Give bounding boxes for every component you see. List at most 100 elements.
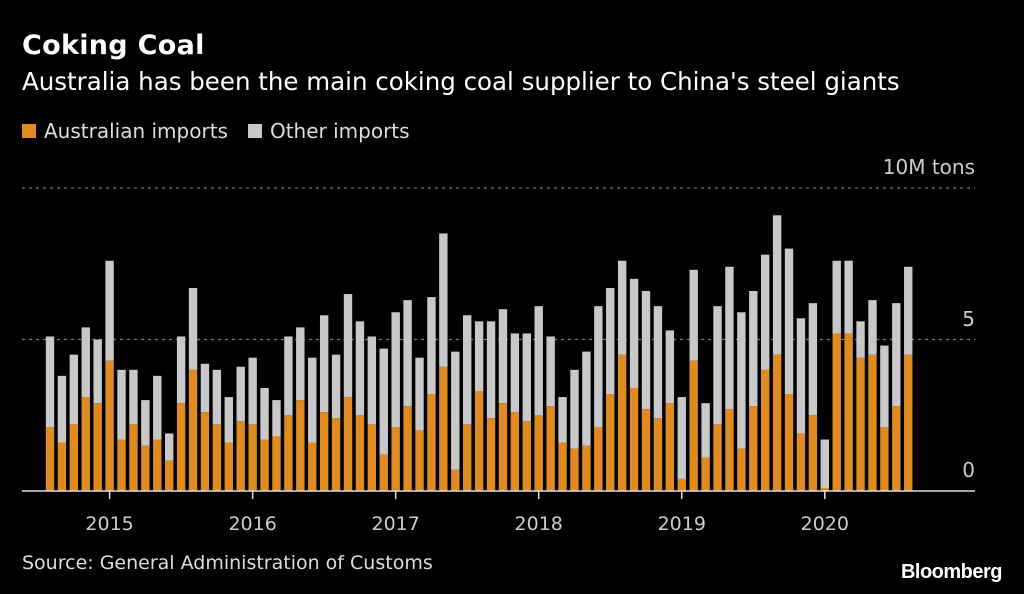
bar-australian: [761, 369, 770, 491]
bar-australian: [224, 442, 233, 491]
legend-label-australian: Australian imports: [44, 119, 228, 143]
bar-australian: [498, 403, 508, 491]
bar-other: [69, 354, 79, 425]
bar-australian: [284, 415, 293, 491]
bar-other: [713, 306, 722, 425]
bar-australian: [606, 394, 615, 491]
bar-other: [463, 315, 472, 425]
bar-australian: [594, 427, 603, 491]
bar-australian: [546, 406, 555, 491]
bar-other: [749, 291, 758, 407]
bar-australian: [558, 442, 567, 491]
bar-australian: [534, 415, 543, 491]
bar-other: [236, 366, 245, 422]
bar-australian: [892, 406, 901, 491]
bar-australian: [689, 360, 698, 491]
x-tick-label: 2019: [658, 513, 706, 535]
bar-other: [308, 357, 317, 443]
bar-australian: [343, 397, 353, 491]
bar-other: [522, 333, 531, 422]
bar-australian: [427, 394, 436, 491]
chart-title: Coking Coal: [22, 30, 205, 61]
bar-other: [403, 300, 412, 407]
bar-other: [832, 260, 841, 334]
bar-australian: [856, 357, 865, 491]
bar-other: [880, 345, 889, 428]
bar-other: [248, 357, 257, 425]
bar-other: [165, 433, 174, 461]
bar-other: [546, 336, 555, 407]
bar-australian: [772, 354, 782, 491]
bar-australian: [784, 394, 794, 491]
bar-other: [474, 321, 484, 392]
bar-other: [534, 306, 543, 416]
bar-australian: [69, 424, 79, 491]
bar-other: [200, 363, 210, 413]
bar-other: [81, 327, 90, 398]
bar-australian: [415, 430, 424, 491]
bar-other: [379, 348, 388, 455]
bar-australian: [820, 487, 829, 491]
bar-australian: [355, 415, 365, 491]
bar-australian: [582, 445, 591, 491]
source-note: Source: General Administration of Custom…: [22, 552, 433, 574]
bar-australian: [844, 333, 853, 491]
bar-other: [689, 269, 698, 361]
bar-other: [653, 306, 663, 419]
bar-australian: [236, 421, 245, 491]
y-tick-0: 0: [962, 458, 975, 482]
bar-other: [772, 215, 782, 355]
legend-item-other: Other imports: [247, 119, 410, 143]
bar-other: [904, 266, 913, 355]
bar-australian: [379, 454, 388, 491]
bar-australian: [165, 460, 174, 491]
bar-australian: [391, 427, 400, 491]
bar-australian: [45, 427, 55, 491]
bar-other: [892, 303, 901, 407]
bar-australian: [725, 409, 734, 491]
bloomberg-logo: Bloomberg: [900, 561, 1003, 583]
bar-other: [355, 321, 365, 416]
bar-other: [486, 321, 496, 419]
bar-australian: [880, 427, 889, 491]
bar-australian: [570, 448, 579, 491]
bar-australian: [81, 397, 90, 491]
bar-australian: [272, 436, 281, 491]
bar-australian: [522, 421, 531, 491]
bar-australian: [737, 448, 746, 491]
chart-subtitle: Australia has been the main coking coal …: [22, 67, 900, 96]
legend-item-australian: Australian imports: [22, 119, 228, 143]
bar-other: [260, 387, 269, 440]
x-tick-label: 2017: [372, 513, 420, 535]
bar-australian: [367, 424, 377, 491]
bar-other: [761, 254, 770, 370]
bar-other: [331, 354, 341, 419]
bar-other: [582, 351, 591, 446]
bar-other: [272, 400, 281, 437]
bar-other: [498, 309, 508, 404]
bar-other: [856, 321, 865, 358]
bar-other: [427, 297, 436, 395]
bar-australian: [749, 406, 758, 491]
bar-australian: [617, 354, 627, 491]
bar-australian: [701, 457, 710, 491]
bar-australian: [463, 424, 472, 491]
bar-other: [665, 330, 675, 404]
bar-australian: [653, 418, 663, 491]
legend-label-other: Other imports: [269, 119, 410, 143]
bar-other: [224, 397, 233, 443]
bar-other: [570, 369, 579, 449]
bar-other: [188, 287, 198, 370]
bar-australian: [117, 439, 126, 491]
bar-other: [296, 327, 305, 401]
bar-australian: [474, 391, 484, 491]
bar-australian: [486, 418, 496, 491]
bar-australian: [319, 412, 329, 491]
bar-australian: [57, 442, 67, 491]
legend: Australian imports Other imports: [22, 119, 430, 143]
bar-australian: [93, 403, 102, 491]
bar-australian: [641, 409, 651, 491]
bar-australian: [451, 469, 460, 491]
bar-other: [796, 318, 806, 434]
bar-australian: [308, 442, 317, 491]
